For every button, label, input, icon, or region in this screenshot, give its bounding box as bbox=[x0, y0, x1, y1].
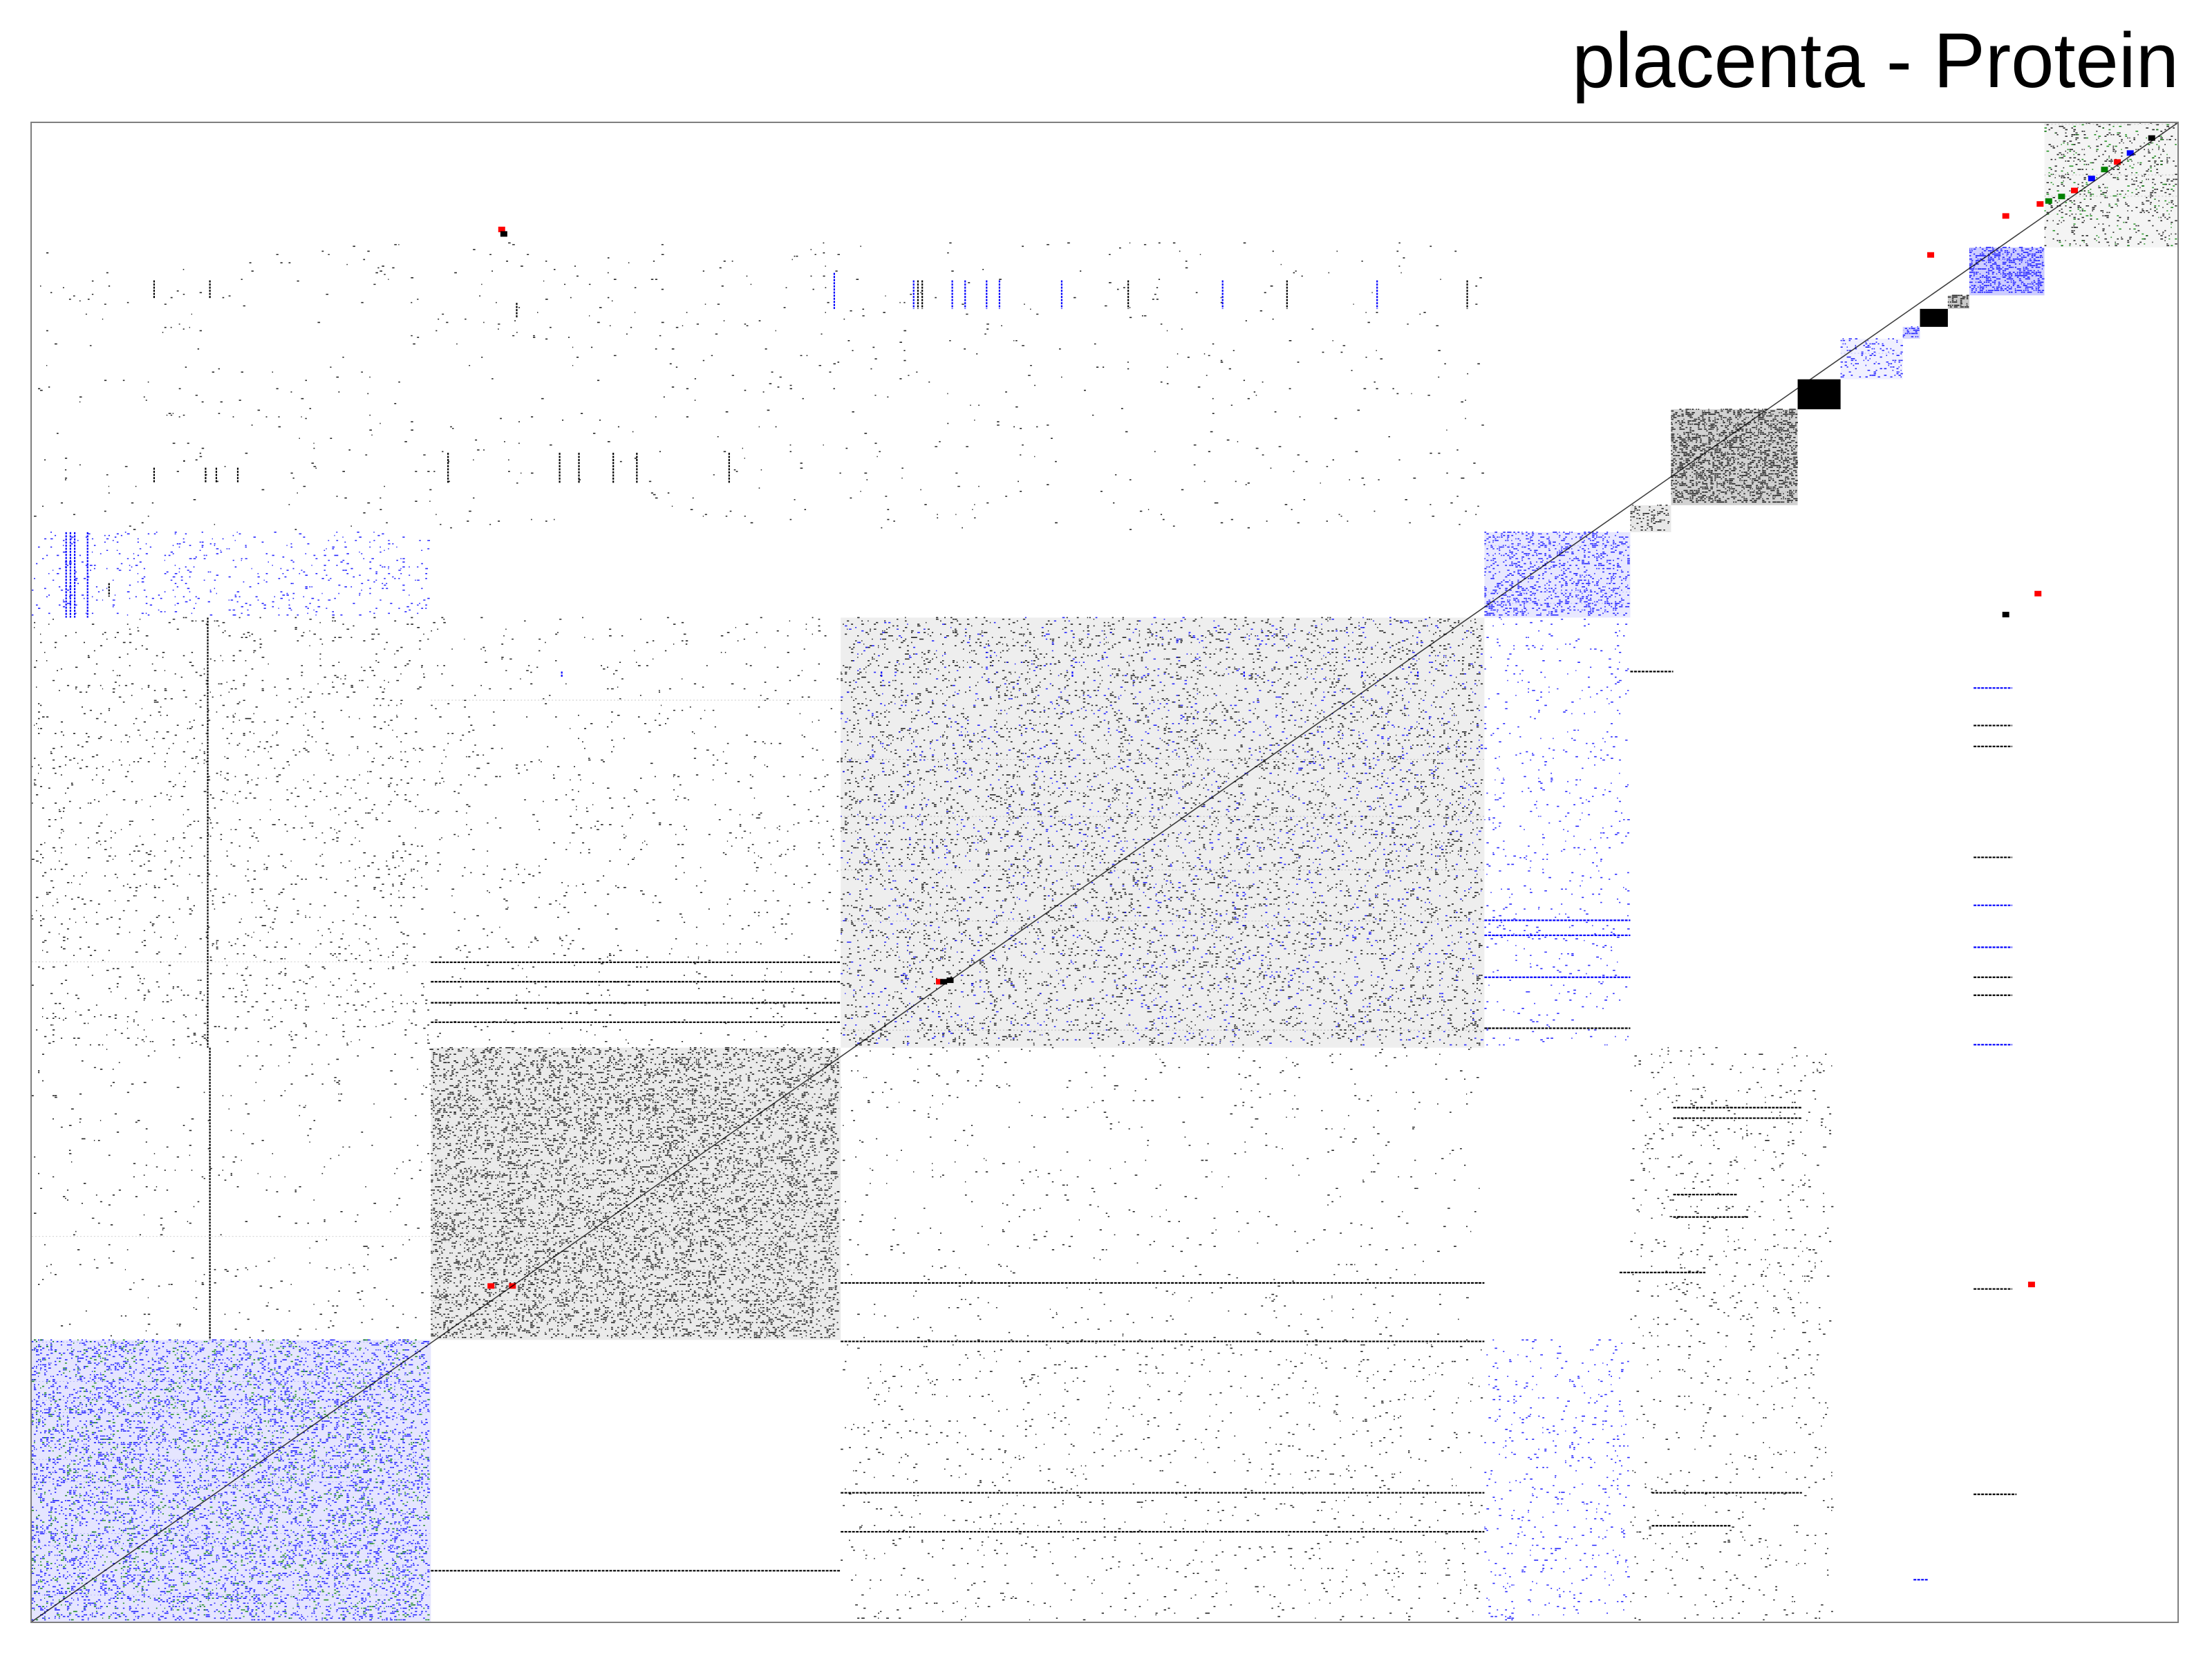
block-2-bands bbox=[431, 1100, 841, 1301]
main-diagonal bbox=[32, 123, 2177, 1622]
block-4-bands bbox=[1484, 545, 1631, 604]
adjacency-heatmap bbox=[32, 123, 2177, 1622]
point-cluster-21 bbox=[2027, 1282, 2035, 1288]
point-cluster-18 bbox=[2148, 135, 2155, 141]
block-11 bbox=[1947, 294, 1969, 308]
plot-area bbox=[30, 122, 2179, 1623]
point-cluster-17 bbox=[2126, 150, 2134, 156]
chart-title: placenta - Protein bbox=[1572, 17, 2179, 104]
block-9 bbox=[1902, 326, 1920, 338]
off-diagonal-region-8 bbox=[1484, 617, 1630, 1046]
point-cluster-19 bbox=[2002, 612, 2009, 618]
block-13-bands bbox=[2044, 124, 2177, 197]
off-diagonal-region-3 bbox=[431, 617, 839, 1046]
block-2 bbox=[431, 1047, 840, 1338]
point-cluster-7 bbox=[500, 231, 507, 237]
off-diagonal-region-6 bbox=[841, 1047, 1480, 1338]
block-7 bbox=[1797, 379, 1841, 410]
block-8-fill bbox=[1840, 339, 1903, 379]
diagonal-layer bbox=[32, 123, 2177, 1622]
point-cluster-6 bbox=[498, 226, 505, 232]
block-1-secondary bbox=[32, 1339, 430, 1621]
block-3 bbox=[841, 617, 1483, 1046]
off-diagonal-region-1 bbox=[32, 532, 431, 616]
point-cluster-20 bbox=[2034, 590, 2042, 597]
block-3-bands bbox=[841, 759, 1485, 1031]
point-cluster-12 bbox=[2058, 194, 2065, 200]
point-cluster-2 bbox=[940, 979, 948, 985]
point-cluster-10 bbox=[2036, 201, 2044, 207]
point-cluster-8 bbox=[1927, 252, 1935, 258]
point-cluster-15 bbox=[2101, 167, 2108, 173]
off-diagonal-region-9 bbox=[1630, 1047, 1834, 1338]
off-diagonal-region-7 bbox=[1484, 1339, 1630, 1621]
block-12-fill bbox=[1969, 247, 2045, 296]
block-8 bbox=[1840, 338, 1904, 378]
off-diagonal-region-4 bbox=[32, 1047, 840, 1338]
off-diagonal-region-10 bbox=[1630, 1341, 1834, 1621]
point-cluster-14 bbox=[2088, 176, 2095, 182]
block-6-bands bbox=[1671, 422, 1798, 493]
point-cluster-13 bbox=[2071, 187, 2079, 194]
streak-layer bbox=[65, 272, 2017, 1581]
block-12 bbox=[1969, 247, 2045, 293]
off-diagonal-layer bbox=[32, 242, 1834, 1621]
block-layer bbox=[32, 123, 2177, 1622]
block-13 bbox=[2044, 123, 2177, 247]
point-cluster-4 bbox=[487, 1283, 495, 1289]
block-12-bands bbox=[1969, 259, 2045, 277]
block-10 bbox=[1920, 308, 1948, 327]
off-diagonal-region-2 bbox=[32, 617, 430, 1046]
off-diagonal-region-11 bbox=[33, 242, 1484, 530]
off-diagonal-region-5 bbox=[841, 1339, 1483, 1621]
point-cluster-9 bbox=[2002, 213, 2009, 219]
block-13-secondary bbox=[2044, 124, 2177, 247]
block-6 bbox=[1671, 409, 1799, 503]
point-cluster-11 bbox=[2045, 198, 2052, 204]
block-3-secondary bbox=[841, 617, 1483, 1046]
point-cluster-16 bbox=[2114, 159, 2121, 165]
point-cluster-1 bbox=[935, 979, 943, 985]
block-13-fill bbox=[2044, 123, 2177, 247]
block-5-fill bbox=[1630, 505, 1671, 532]
block-4 bbox=[1484, 532, 1630, 616]
block-5 bbox=[1630, 505, 1670, 531]
